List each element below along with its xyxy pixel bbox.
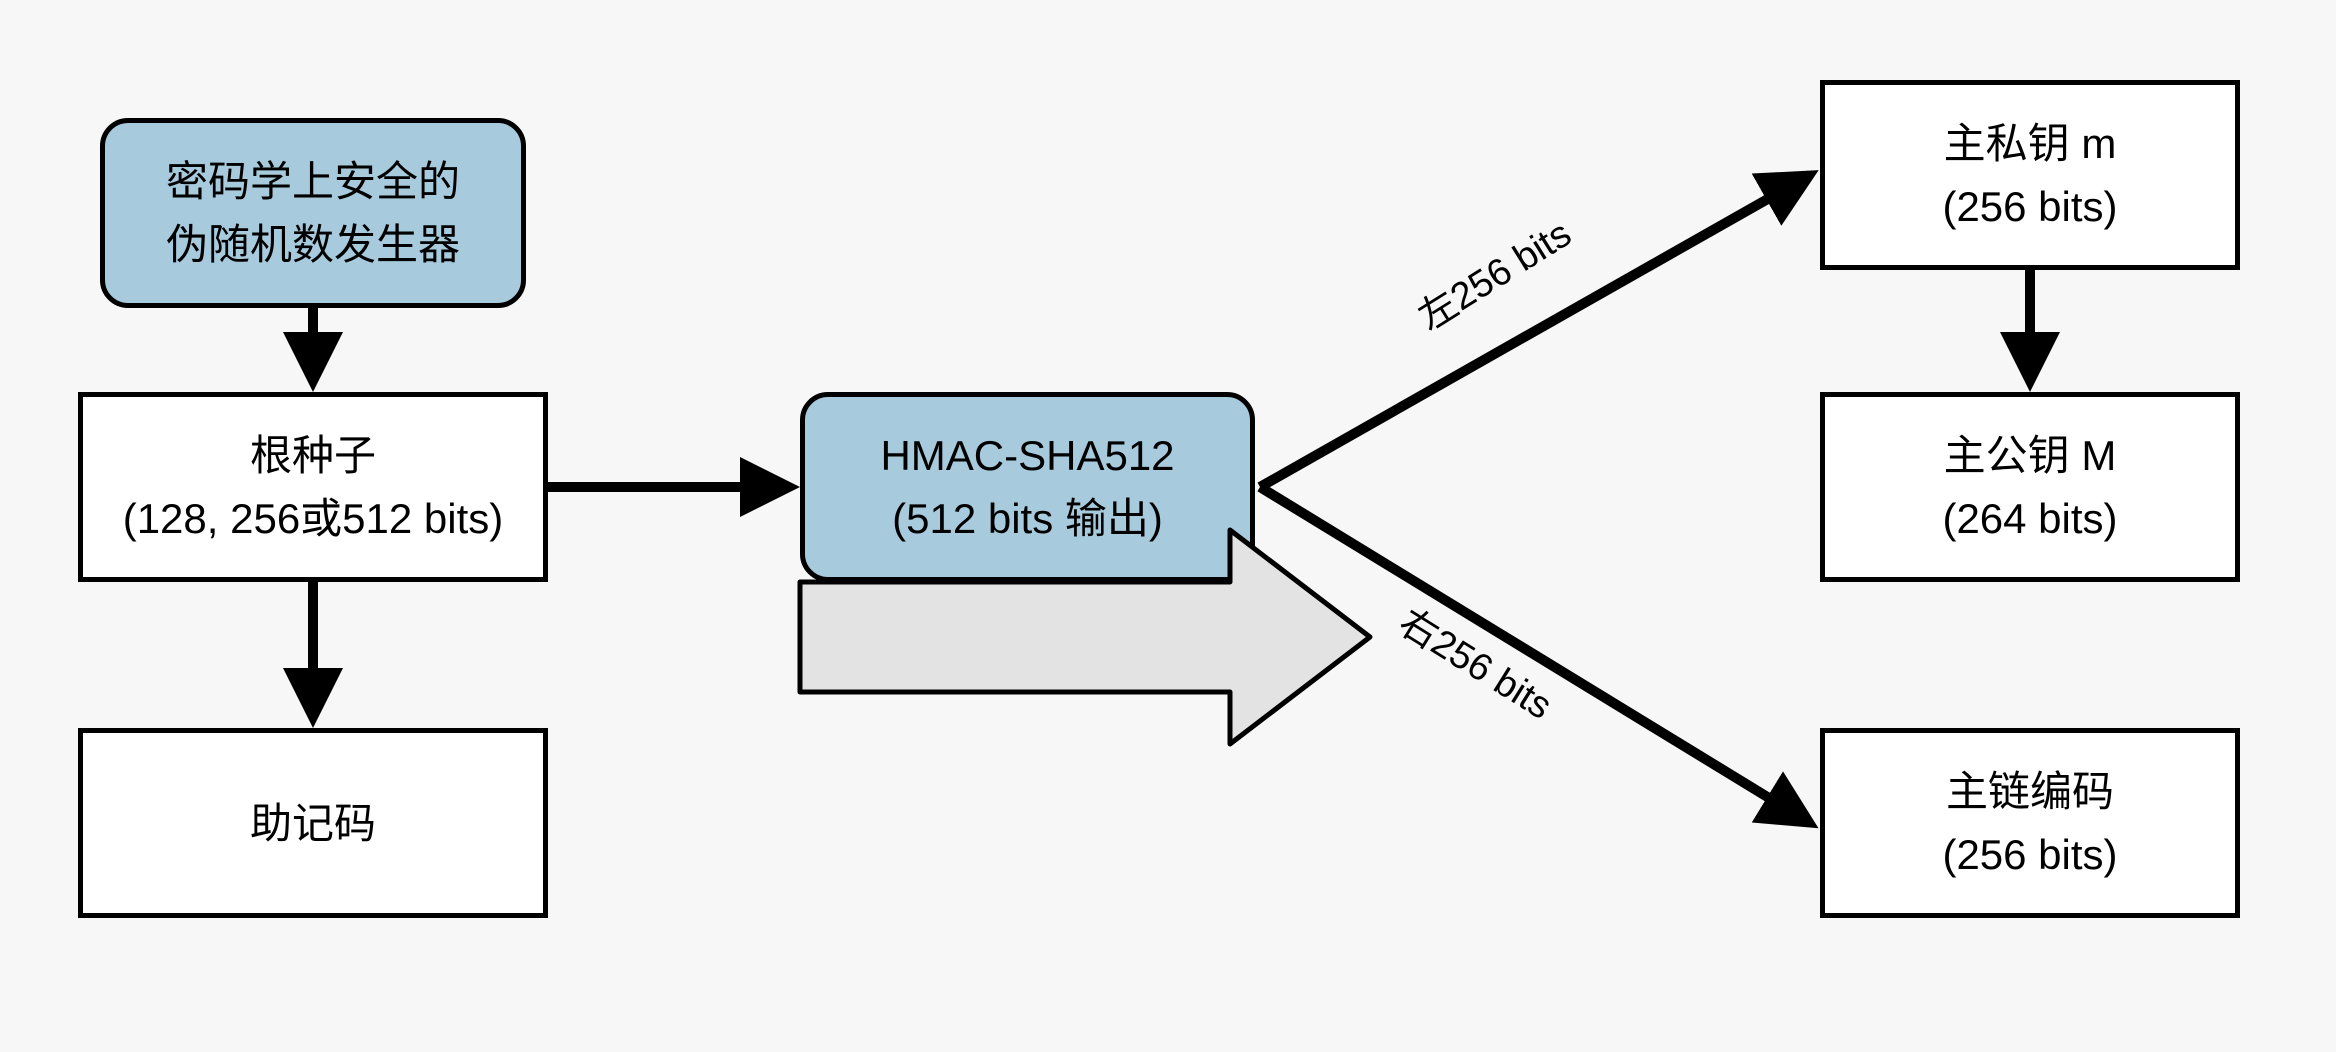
node-pub-key: 主公钥 M (264 bits): [1820, 392, 2240, 582]
node-label: 主公钥 M: [1944, 424, 2117, 487]
node-chain-code: 主链编码 (256 bits): [1820, 728, 2240, 918]
node-label: 助记码: [250, 792, 376, 855]
node-label: (256 bits): [1942, 175, 2117, 238]
node-mnemonic: 助记码: [78, 728, 548, 918]
node-label: (256 bits): [1942, 823, 2117, 886]
node-root-seed: 根种子 (128, 256或512 bits): [78, 392, 548, 582]
node-label: 主私钥 m: [1944, 112, 2117, 175]
node-label: (512 bits 输出): [892, 487, 1163, 550]
node-label: (128, 256或512 bits): [123, 487, 504, 550]
node-label: 主链编码: [1946, 760, 2114, 823]
node-label: HMAC-SHA512: [880, 424, 1174, 487]
edge-label-left256: 左256 bits: [1405, 204, 1579, 341]
big-arrow-label: 单向哈希函数: [880, 608, 1132, 669]
edge-hmac-to-chain: [1260, 487, 1810, 823]
edge-label-right256: 右256 bits: [1390, 592, 1564, 729]
node-label: 根种子: [250, 424, 376, 487]
node-label: 密码学上安全的: [166, 150, 460, 213]
node-hmac: HMAC-SHA512 (512 bits 输出): [800, 392, 1255, 582]
node-label: (264 bits): [1942, 487, 2117, 550]
node-csprng: 密码学上安全的 伪随机数发生器: [100, 118, 526, 308]
node-label: 伪随机数发生器: [166, 213, 460, 276]
node-priv-key: 主私钥 m (256 bits): [1820, 80, 2240, 270]
